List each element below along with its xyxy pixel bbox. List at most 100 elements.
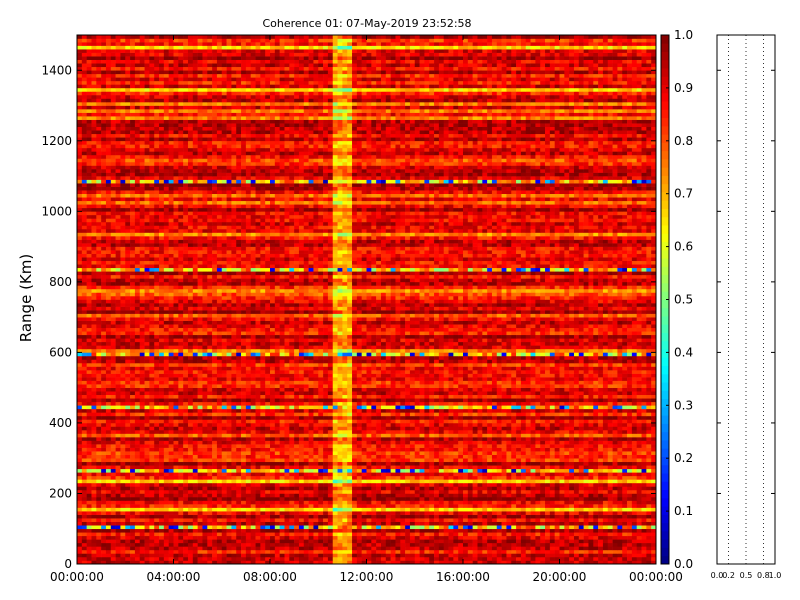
heat-cell (251, 529, 256, 533)
heat-cell (371, 444, 376, 448)
heat-cell (637, 501, 642, 505)
heat-cell (560, 437, 565, 441)
heat-cell (130, 493, 135, 497)
heat-cell (367, 508, 372, 512)
heat-cell (174, 529, 179, 533)
heat-cell (511, 451, 516, 455)
heat-cell (550, 539, 555, 543)
heat-cell (87, 423, 92, 427)
heat-cell (265, 426, 270, 430)
heat-cell (516, 486, 521, 490)
heat-cell (632, 546, 637, 550)
heat-cell (564, 483, 569, 487)
heat-cell (251, 434, 256, 438)
heat-cell (381, 543, 386, 547)
heat-cell (116, 490, 121, 494)
heat-cell (251, 444, 256, 448)
heat-cell (415, 441, 420, 445)
heat-cell (198, 515, 203, 519)
heat-cell (424, 444, 429, 448)
heat-cell (164, 550, 169, 554)
heat-cell (280, 455, 285, 459)
heat-cell (111, 444, 116, 448)
heat-cell (284, 476, 289, 480)
heat-cell (439, 455, 444, 459)
heat-cell (217, 434, 222, 438)
heat-cell (260, 529, 265, 533)
heat-cell (468, 525, 473, 529)
heat-cell (492, 511, 497, 515)
heat-cell (511, 508, 516, 512)
heat-cell (101, 469, 106, 473)
heat-cell (130, 532, 135, 536)
heat-cell (333, 511, 338, 515)
heat-cell (410, 515, 415, 519)
heat-cell (82, 472, 87, 476)
heat-cell (477, 465, 482, 469)
heat-cell (96, 483, 101, 487)
heatmap-plot (77, 35, 656, 564)
heat-cell (386, 426, 391, 430)
heat-cell (125, 455, 130, 459)
heat-cell (145, 465, 150, 469)
heat-cell (371, 437, 376, 441)
heat-cell (260, 532, 265, 536)
heat-cell (207, 515, 212, 519)
heat-cell (217, 490, 222, 494)
heat-cell (395, 543, 400, 547)
heat-cell (535, 493, 540, 497)
heat-cell (550, 518, 555, 522)
heat-cell (449, 430, 454, 434)
heat-cell (386, 444, 391, 448)
heat-cell (227, 518, 232, 522)
heat-cell (521, 504, 526, 508)
heat-cell (646, 476, 651, 480)
heat-cell (391, 472, 396, 476)
heat-cell (497, 476, 502, 480)
heat-cell (560, 472, 565, 476)
heat-cell (646, 486, 651, 490)
heat-cell (506, 483, 511, 487)
heat-cell (159, 430, 164, 434)
heat-cell (130, 455, 135, 459)
heat-cell (294, 518, 299, 522)
heat-cell (174, 419, 179, 423)
heat-cell (516, 550, 521, 554)
heat-cell (256, 536, 261, 540)
heat-cell (299, 546, 304, 550)
heat-cell (241, 416, 246, 420)
heat-cell (193, 522, 198, 526)
heat-cell (207, 504, 212, 508)
heat-cell (598, 476, 603, 480)
heat-cell (632, 536, 637, 540)
heat-cell (333, 529, 338, 533)
heat-cell (362, 486, 367, 490)
heat-cell (342, 504, 347, 508)
heat-cell (497, 546, 502, 550)
heat-cell (145, 426, 150, 430)
heat-cell (260, 518, 265, 522)
heat-cell (617, 550, 622, 554)
heat-cell (174, 497, 179, 501)
heat-cell (482, 515, 487, 519)
heat-cell (309, 508, 314, 512)
heat-cell (434, 536, 439, 540)
heat-cell (642, 536, 647, 540)
heat-cell (91, 472, 96, 476)
heat-cell (622, 476, 627, 480)
heat-cell (367, 437, 372, 441)
heat-cell (328, 525, 333, 529)
heat-cell (622, 437, 627, 441)
heat-cell (91, 550, 96, 554)
heat-cell (270, 536, 275, 540)
heat-cell (289, 476, 294, 480)
heat-cell (415, 536, 420, 540)
heat-cell (256, 416, 261, 420)
heat-cell (193, 430, 198, 434)
heat-cell (531, 437, 536, 441)
heat-cell (217, 501, 222, 505)
heat-cell (444, 553, 449, 557)
heat-cell (183, 416, 188, 420)
heat-cell (434, 476, 439, 480)
heat-cell (617, 497, 622, 501)
